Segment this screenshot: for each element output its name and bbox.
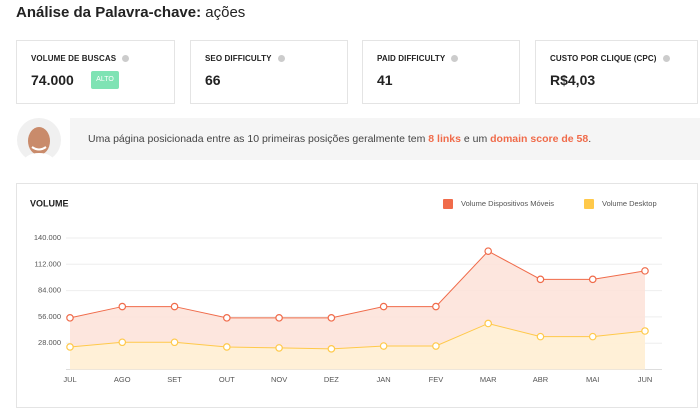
point — [118, 338, 127, 347]
tip-part: 8 links — [428, 133, 461, 145]
point — [641, 327, 649, 335]
tip-part: Uma página posicionada entre as 10 prime… — [88, 133, 429, 145]
point — [170, 338, 179, 347]
avatar — [17, 118, 61, 163]
point — [536, 332, 545, 341]
metric-value: 66 — [205, 72, 221, 88]
point — [588, 275, 597, 284]
metric-label: CUSTO POR CLIQUE (CPC) — [550, 54, 670, 63]
metric-card: SEO DIFFICULTY 66 — [190, 40, 348, 104]
point — [379, 342, 388, 350]
point — [536, 275, 545, 284]
point — [170, 302, 179, 311]
point — [275, 314, 283, 322]
legend-label: Volume Desktop — [602, 199, 657, 208]
point — [379, 302, 388, 311]
x-tick-label: JUN — [638, 375, 653, 384]
point — [327, 314, 336, 322]
point — [327, 345, 336, 353]
line — [69, 250, 646, 319]
tip-part: domain score de 58 — [490, 133, 589, 145]
point — [484, 319, 492, 328]
metric-value: 74.000 — [31, 72, 74, 88]
metric-label-text: CUSTO POR CLIQUE (CPC) — [550, 54, 657, 63]
help-icon[interactable] — [277, 55, 285, 62]
y-tick-label: 28.000 — [38, 338, 61, 347]
point — [641, 267, 649, 275]
metric-card: PAID DIFFICULTY 41 — [362, 40, 520, 104]
y-tick-label: 140.000 — [34, 233, 61, 242]
metric-label: PAID DIFFICULTY — [377, 54, 459, 63]
help-icon[interactable] — [122, 55, 130, 62]
legend-swatch — [584, 199, 594, 209]
x-tick-label: JAN — [377, 375, 391, 384]
x-tick-label: OUT — [219, 375, 235, 384]
help-icon[interactable] — [451, 55, 459, 62]
keyword: ações — [205, 4, 246, 21]
metric-value: 41 — [377, 72, 393, 88]
area — [70, 323, 645, 370]
metric-badge: ALTO — [91, 71, 119, 89]
line — [69, 322, 646, 350]
x-tick-label: JUL — [63, 375, 76, 384]
y-tick-label: 84.000 — [38, 286, 61, 295]
title: Análise da Palavra-chave: — [16, 4, 202, 21]
x-tick-label: MAR — [480, 375, 497, 384]
point — [223, 343, 231, 351]
metric-value: R$4,03 — [550, 72, 596, 88]
x-tick-label: DEZ — [324, 375, 339, 384]
x-tick-label: AGO — [114, 375, 131, 384]
point — [118, 302, 127, 311]
x-tick-label: SET — [167, 375, 182, 384]
point — [432, 302, 440, 311]
metric-label-text: PAID DIFFICULTY — [377, 54, 446, 63]
point — [588, 332, 597, 341]
metric-card: VOLUME DE BUSCAS 74.000 ALTO — [16, 40, 175, 104]
metric-card: CUSTO POR CLIQUE (CPC) R$4,03 — [535, 40, 698, 104]
metric-label-text: SEO DIFFICULTY — [205, 54, 272, 63]
x-tick-label: NOV — [271, 375, 287, 384]
point — [66, 314, 74, 322]
legend-swatch — [443, 199, 453, 209]
metric-label-text: VOLUME DE BUSCAS — [31, 54, 117, 63]
chart-title: VOLUME — [30, 198, 69, 208]
tip-part: . — [588, 133, 592, 145]
y-tick-label: 112.000 — [34, 259, 61, 268]
x-tick-label: ABR — [533, 375, 549, 384]
tip-bar: Uma página posicionada entre as 10 prime… — [70, 118, 700, 160]
point — [432, 342, 440, 350]
metric-label: SEO DIFFICULTY — [205, 54, 285, 63]
point — [275, 344, 283, 352]
tip-part: e um — [460, 133, 491, 145]
point — [66, 343, 74, 351]
legend-label: Volume Dispositivos Móveis — [461, 199, 554, 208]
x-tick-label: FEV — [429, 375, 444, 384]
point — [223, 314, 231, 322]
y-tick-label: 56.000 — [38, 312, 61, 321]
help-icon[interactable] — [662, 55, 670, 62]
point — [484, 247, 492, 255]
metric-label: VOLUME DE BUSCAS — [31, 54, 130, 63]
page-title: Análise da Palavra-chave: ações — [16, 4, 245, 21]
x-tick-label: MAI — [586, 375, 599, 384]
